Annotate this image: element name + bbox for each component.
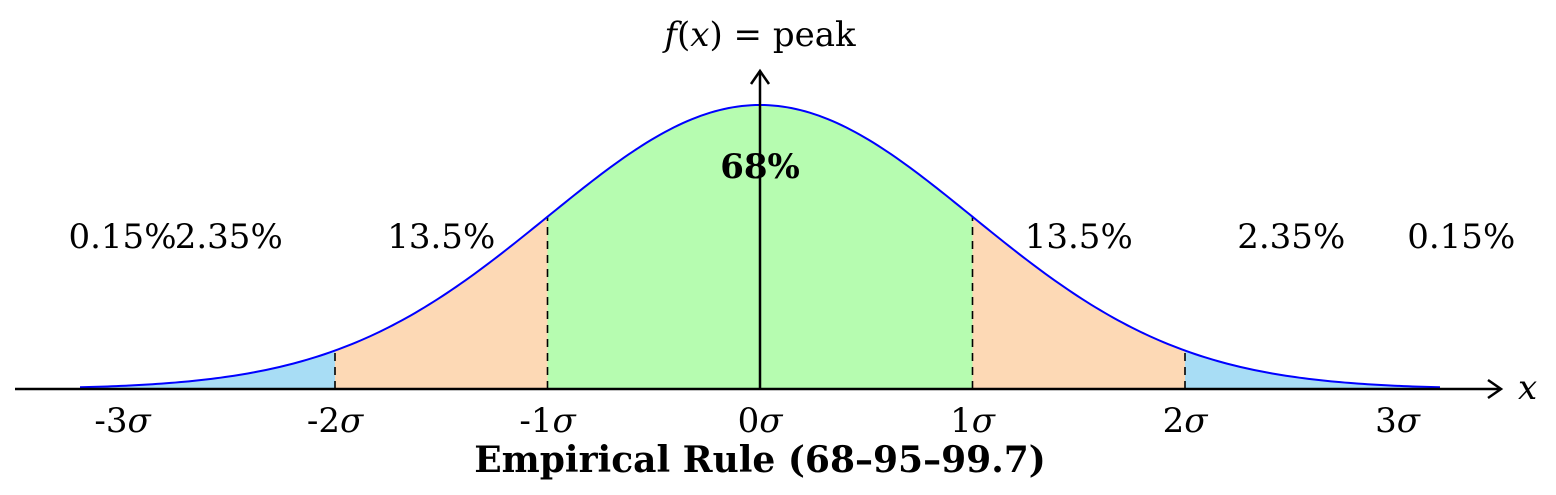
percent-labels: 0.15%2.35% 13.5%68%13.5% 2.35% 0.15% (68, 147, 1515, 257)
y-axis-arrow (749, 68, 771, 85)
percent-label-4: 13.5% (1025, 217, 1133, 257)
percent-label-6: 0.15% (1407, 217, 1515, 257)
percent-label-5: 2.35% (1237, 217, 1345, 257)
y-label-open: ( (677, 15, 690, 55)
tick-sigma: σ (552, 401, 576, 441)
tick-number: -1 (519, 401, 552, 441)
x-tick-label-0: -3σ (94, 401, 151, 441)
x-axis-arrow (1487, 378, 1504, 400)
tick-sigma: σ (1397, 401, 1421, 441)
tick-number: 2 (1163, 401, 1185, 441)
region-4 (1185, 350, 1440, 389)
tick-sigma: σ (340, 401, 364, 441)
x-tick-label-6: 3σ (1375, 401, 1421, 441)
chart-title: Empirical Rule (68–95–99.7) (474, 439, 1046, 481)
x-tick-label-3: 0σ (738, 401, 784, 441)
percent-label-1: 2.35% (175, 217, 283, 257)
percent-label-0: 0.15% (68, 217, 176, 257)
tick-number: -3 (94, 401, 127, 441)
tick-sigma: σ (759, 401, 783, 441)
x-axis-label: x (1518, 368, 1537, 408)
percent-label-3: 68% (720, 147, 800, 187)
tick-sigma: σ (1184, 401, 1208, 441)
percent-label-2: 13.5% (387, 217, 495, 257)
y-axis-label: f(x) = peak (661, 15, 856, 55)
x-tick-labels: -3σ -2σ -1σ 0σ 1σ 2σ 3σ (94, 401, 1420, 441)
x-tick-label-1: -2σ (307, 401, 364, 441)
x-tick-label-2: -1σ (519, 401, 576, 441)
region-0 (80, 350, 335, 389)
x-tick-label-5: 2σ (1163, 401, 1209, 441)
x-tick-label-4: 1σ (950, 401, 996, 441)
x-axis: x (15, 368, 1537, 408)
tick-sigma: σ (972, 401, 996, 441)
y-axis: f(x) = peak (661, 15, 856, 389)
tick-number: 3 (1375, 401, 1397, 441)
tick-number: 0 (738, 401, 760, 441)
y-label-var: x (690, 15, 709, 55)
y-label-rest: ) = peak (709, 15, 856, 55)
tick-sigma: σ (127, 401, 151, 441)
tick-number: 1 (950, 401, 972, 441)
tick-number: -2 (307, 401, 340, 441)
